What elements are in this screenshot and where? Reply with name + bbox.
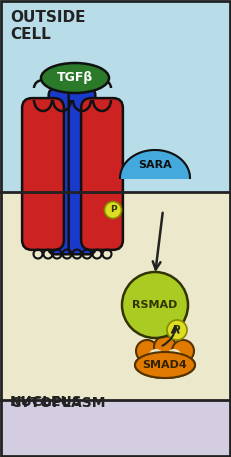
Bar	[0, 400, 231, 457]
Text: NUCLEUS: NUCLEUS	[10, 395, 83, 409]
FancyBboxPatch shape	[49, 89, 75, 254]
Polygon shape	[120, 150, 190, 178]
Text: P: P	[110, 206, 116, 214]
Bar	[0, 192, 231, 400]
Circle shape	[148, 349, 164, 365]
Circle shape	[104, 202, 122, 218]
Text: SARA: SARA	[138, 160, 172, 170]
Text: TGFβ: TGFβ	[57, 71, 93, 85]
Ellipse shape	[135, 352, 195, 378]
FancyBboxPatch shape	[69, 89, 95, 254]
Ellipse shape	[135, 352, 195, 378]
Text: RSMAD: RSMAD	[132, 300, 178, 310]
Circle shape	[172, 340, 194, 362]
Circle shape	[122, 272, 188, 338]
Text: OUTSIDE
CELL: OUTSIDE CELL	[10, 10, 85, 43]
Text: CYTOPLASM: CYTOPLASM	[10, 396, 106, 410]
Circle shape	[166, 349, 182, 365]
Bar	[0, 0, 231, 192]
FancyBboxPatch shape	[81, 98, 123, 250]
Circle shape	[136, 340, 158, 362]
FancyBboxPatch shape	[22, 98, 64, 250]
Circle shape	[167, 320, 187, 340]
Circle shape	[154, 336, 176, 358]
Ellipse shape	[41, 63, 109, 93]
Text: P: P	[173, 325, 181, 335]
Text: SMAD4: SMAD4	[143, 360, 187, 370]
